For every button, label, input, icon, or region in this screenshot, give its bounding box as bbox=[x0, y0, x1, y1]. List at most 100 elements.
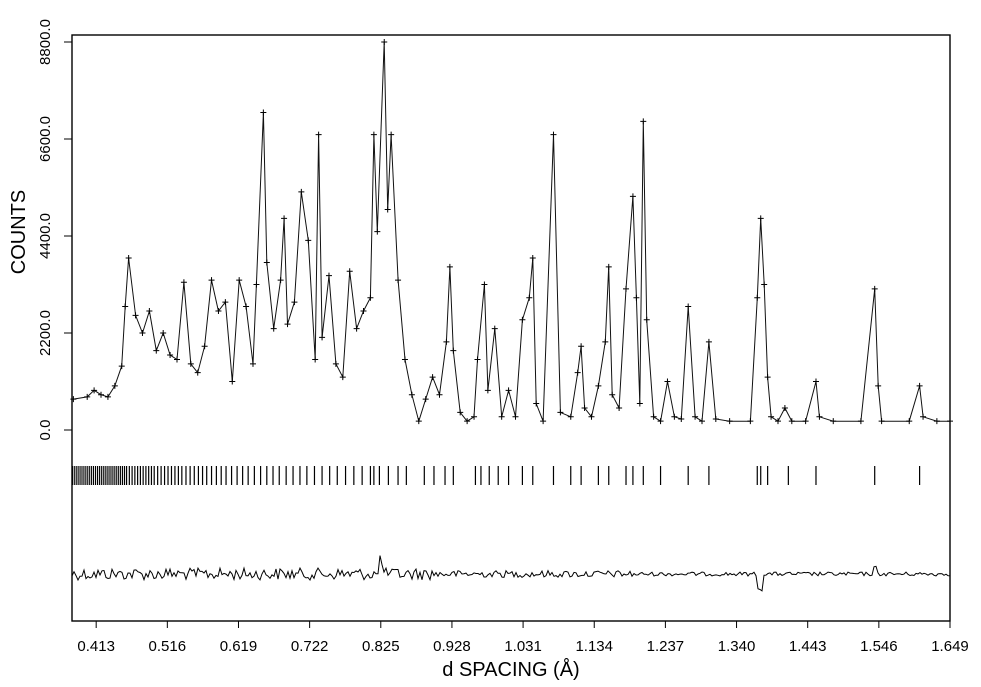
plot-frame bbox=[71, 34, 951, 622]
x-tick-label: 0.825 bbox=[362, 638, 400, 655]
observed-point bbox=[605, 263, 612, 270]
observed-point bbox=[443, 338, 450, 345]
observed-point bbox=[111, 382, 118, 389]
observed-point bbox=[291, 299, 298, 306]
observed-point bbox=[260, 109, 267, 116]
observed-point bbox=[284, 321, 291, 328]
observed-point bbox=[692, 413, 699, 420]
observed-point bbox=[685, 303, 692, 310]
y-axis-title: COUNTS bbox=[8, 190, 30, 274]
observed-point bbox=[567, 413, 574, 420]
observed-point bbox=[788, 418, 795, 425]
observed-point bbox=[595, 382, 602, 389]
observed-point bbox=[395, 277, 402, 284]
observed-point bbox=[253, 281, 260, 288]
observed-point bbox=[118, 363, 125, 370]
y-tick-label: 6600.0 bbox=[37, 116, 54, 162]
observed-point bbox=[671, 413, 678, 420]
observed-point bbox=[481, 281, 488, 288]
observed-point bbox=[602, 338, 609, 345]
observed-series bbox=[70, 39, 953, 425]
y-tick-label: 8800.0 bbox=[37, 19, 54, 65]
observed-point bbox=[871, 285, 878, 292]
observed-point bbox=[705, 338, 712, 345]
observed-point bbox=[91, 387, 98, 394]
observed-point bbox=[125, 255, 132, 262]
observed-point bbox=[574, 369, 581, 376]
observed-point bbox=[153, 347, 160, 354]
observed-point bbox=[339, 374, 346, 381]
observed-point bbox=[381, 39, 388, 45]
observed-point bbox=[498, 413, 505, 420]
observed-point bbox=[187, 360, 194, 367]
observed-point bbox=[450, 347, 457, 354]
observed-point bbox=[633, 294, 640, 301]
difference-line bbox=[71, 555, 951, 592]
observed-point bbox=[360, 307, 367, 314]
observed-point bbox=[947, 418, 953, 425]
observed-point bbox=[533, 400, 540, 407]
observed-point bbox=[270, 325, 277, 332]
observed-point bbox=[471, 413, 478, 420]
observed-line bbox=[73, 41, 950, 424]
x-tick-label: 0.722 bbox=[291, 638, 329, 655]
observed-point bbox=[875, 382, 882, 389]
observed-point bbox=[104, 393, 111, 400]
observed-point bbox=[505, 387, 512, 394]
observed-point bbox=[229, 378, 236, 385]
observed-point bbox=[747, 418, 754, 425]
observed-point bbox=[315, 131, 322, 138]
y-tick-label: 0.0 bbox=[37, 420, 54, 441]
observed-point bbox=[529, 255, 536, 262]
observed-point bbox=[754, 294, 761, 301]
observed-point bbox=[408, 391, 415, 398]
observed-point bbox=[629, 193, 636, 200]
x-tick-label: 1.134 bbox=[575, 638, 613, 655]
observed-point bbox=[422, 396, 429, 403]
observed-point bbox=[353, 325, 360, 332]
y-tick-label: 4400.0 bbox=[37, 213, 54, 259]
y-axis-ticks: 0.0 2200.0 4400.0 6600.0 8800.0 bbox=[37, 19, 72, 440]
observed-point bbox=[519, 316, 526, 323]
observed-point bbox=[367, 294, 374, 301]
observed-point bbox=[70, 396, 77, 403]
observed-point bbox=[98, 391, 105, 398]
observed-point bbox=[906, 418, 913, 425]
observed-point bbox=[830, 418, 837, 425]
observed-point bbox=[208, 277, 215, 284]
observed-point bbox=[139, 330, 146, 336]
observed-point bbox=[305, 237, 312, 244]
observed-point bbox=[678, 415, 685, 422]
observed-point bbox=[636, 400, 643, 407]
observed-point bbox=[332, 360, 339, 367]
observed-point bbox=[263, 259, 270, 266]
observed-point bbox=[526, 294, 533, 301]
observed-point bbox=[474, 356, 481, 363]
x-tick-label: 1.031 bbox=[504, 638, 542, 655]
observed-point bbox=[857, 418, 864, 425]
observed-point bbox=[388, 131, 395, 138]
observed-point bbox=[578, 343, 585, 350]
observed-point bbox=[816, 413, 823, 420]
observed-point bbox=[325, 272, 332, 279]
observed-point bbox=[215, 307, 222, 314]
observed-point bbox=[384, 206, 391, 213]
observed-point bbox=[512, 413, 519, 420]
observed-point bbox=[174, 356, 181, 363]
observed-point bbox=[920, 413, 927, 420]
observed-point bbox=[657, 418, 664, 425]
observed-point bbox=[557, 409, 564, 416]
difference-curve bbox=[71, 555, 951, 592]
observed-point bbox=[298, 188, 305, 195]
observed-point bbox=[588, 413, 595, 420]
x-tick-label: 0.413 bbox=[77, 638, 115, 655]
observed-point bbox=[812, 378, 819, 385]
observed-point bbox=[146, 307, 153, 314]
observed-point bbox=[160, 330, 167, 336]
observed-point bbox=[415, 418, 422, 425]
observed-point bbox=[774, 418, 781, 425]
x-tick-label: 1.546 bbox=[860, 638, 898, 655]
observed-point bbox=[540, 418, 547, 425]
